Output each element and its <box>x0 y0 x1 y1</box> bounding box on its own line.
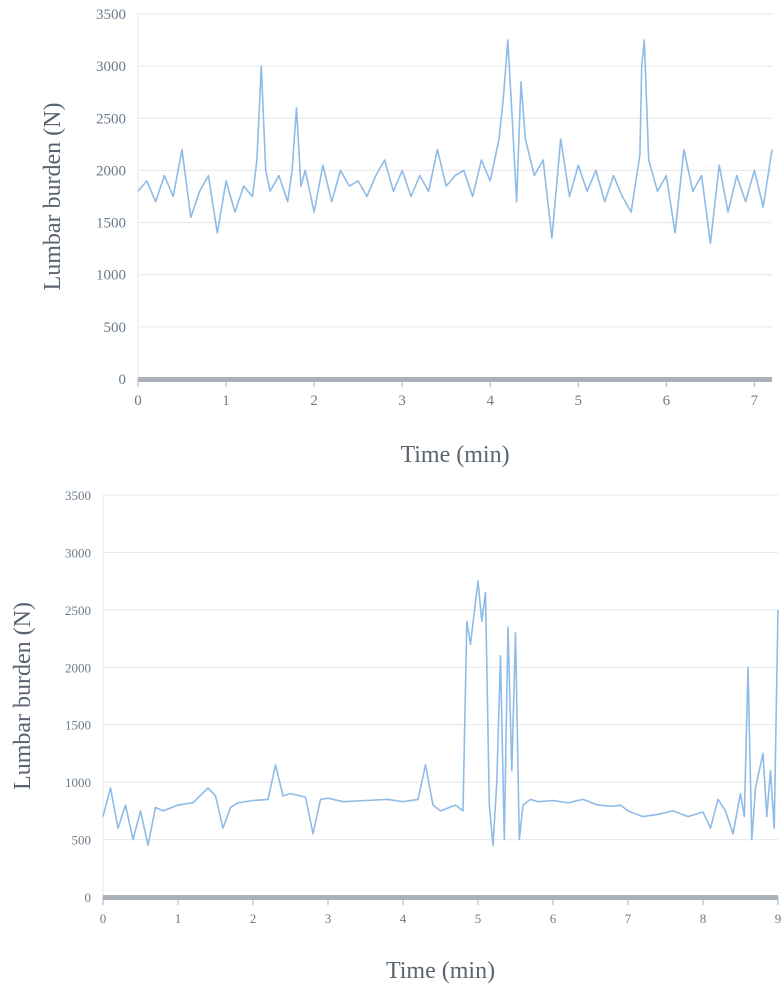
y-tick-label: 1000 <box>96 268 126 284</box>
x-tick-label: 6 <box>663 393 671 409</box>
x-tick-label: 7 <box>625 911 632 926</box>
y-tick-label: 2500 <box>96 111 126 127</box>
x-tick-label: 2 <box>250 911 257 926</box>
y-axis-title: Lumbar burden (N) <box>10 602 36 790</box>
y-tick-label: 3000 <box>96 59 126 75</box>
x-tick-label: 1 <box>175 911 182 926</box>
x-tick-label: 3 <box>398 393 406 409</box>
lumbar-burden-chart-top: 0 500 1000 1500 2000 2500 3000 3500 0 1 2 3 4 5 6 7 Time… <box>40 7 773 468</box>
y-tick-label: 0 <box>119 372 127 388</box>
y-tick-label: 1500 <box>65 718 91 733</box>
y-tick-label: 500 <box>104 320 127 336</box>
x-tick-label: 0 <box>134 393 142 409</box>
y-tick-label: 3500 <box>65 488 91 503</box>
x-axis-line <box>138 377 772 382</box>
x-tick-label: 2 <box>310 393 318 409</box>
x-tick-label: 3 <box>325 911 332 926</box>
x-axis-line <box>103 895 778 900</box>
x-tick-label: 5 <box>575 393 583 409</box>
series-line <box>137 39 773 245</box>
lumbar-burden-chart-bottom: 0 500 1000 1500 2000 2500 3000 3500 0 1 2 3 4 5 6 7 8 9 Ti… <box>10 488 782 984</box>
y-tick-label: 500 <box>72 833 92 848</box>
x-tick-label: 7 <box>751 393 759 409</box>
x-tick-label: 5 <box>475 911 482 926</box>
x-axis-title: Time (min) <box>400 442 509 468</box>
x-tick-label: 4 <box>400 911 407 926</box>
y-tick-label: 0 <box>85 890 92 905</box>
chart-panel-top: 0 500 1000 1500 2000 2500 3000 3500 0 1 2 3 4 5 6 7 Time… <box>0 0 784 470</box>
y-tick-label: 3000 <box>65 545 91 560</box>
y-tick-label: 1000 <box>65 775 91 790</box>
y-tick-label: 2000 <box>65 660 91 675</box>
series-line <box>102 580 779 847</box>
y-tick-label: 2000 <box>96 163 126 179</box>
y-tick-label: 3500 <box>96 7 126 23</box>
y-tick-label: 2500 <box>65 603 91 618</box>
x-tick-label: 6 <box>550 911 557 926</box>
x-tick-label: 9 <box>775 911 782 926</box>
x-tick-label: 8 <box>700 911 707 926</box>
chart-panel-bottom: 0 500 1000 1500 2000 2500 3000 3500 0 1 2 3 4 5 6 7 8 9 Ti… <box>0 478 784 989</box>
y-tick-label: 1500 <box>96 216 126 232</box>
x-tick-label: 4 <box>486 393 494 409</box>
y-axis-title: Lumbar burden (N) <box>40 103 66 291</box>
x-tick-label: 1 <box>222 393 230 409</box>
x-axis-title: Time (min) <box>386 958 495 984</box>
x-tick-label: 0 <box>100 911 107 926</box>
